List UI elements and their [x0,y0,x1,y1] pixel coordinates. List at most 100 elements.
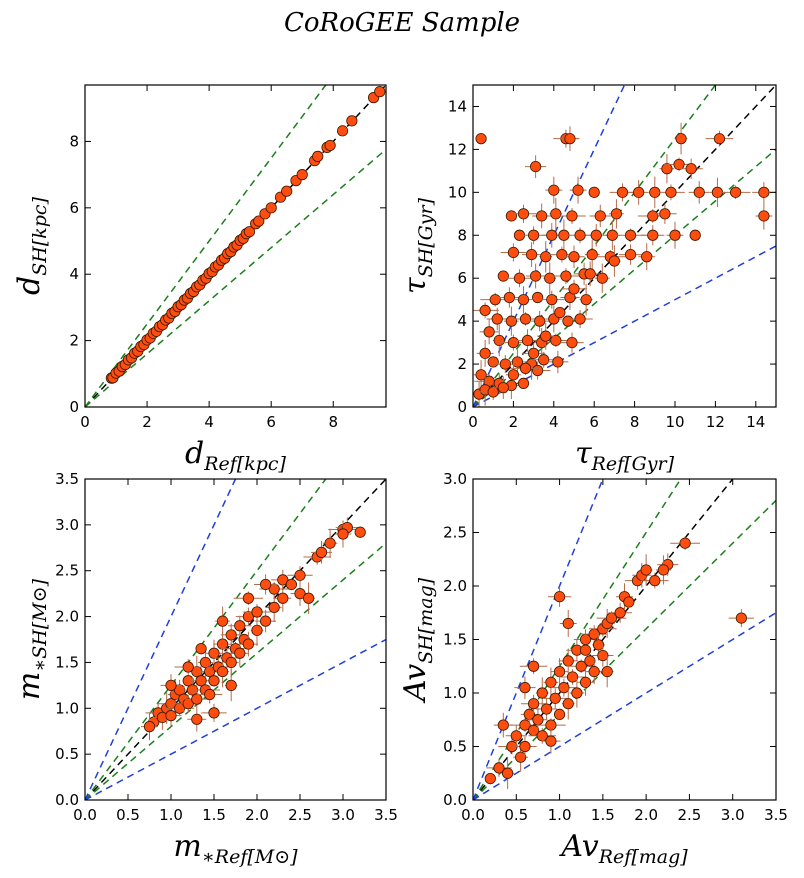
data-marker [661,163,673,175]
data-point-20 [208,675,220,687]
y-tick-label: 1.5 [55,653,79,671]
data-point-53 [600,655,614,688]
reference-line-inner-1 [473,479,682,800]
x-tick-label: 1.0 [159,806,183,824]
data-point-49 [334,520,352,548]
data-marker [204,665,216,678]
data-point-55 [312,150,324,162]
data-marker [616,186,629,198]
data-marker [519,740,531,753]
data-point-50 [579,644,592,656]
data-marker [633,186,645,198]
y-tick-label: 4 [69,265,79,283]
data-marker [568,251,580,263]
data-marker [640,564,652,576]
data-marker [647,229,659,241]
data-point-54 [552,268,580,284]
data-marker [556,248,568,261]
x-axis-label: τRef[Gyr] [575,436,675,475]
data-point-52 [541,728,561,754]
data-point-68 [527,310,552,332]
data-point-85 [547,350,569,374]
data-point-79 [476,339,494,367]
data-point-30 [584,655,596,667]
data-point-7 [164,701,195,716]
data-marker [251,624,263,636]
data-marker [234,620,246,632]
data-point-51 [506,269,533,288]
data-marker [530,160,542,173]
data-point-45 [243,226,256,238]
y-tick-label: 6 [69,199,79,217]
data-point-39 [666,221,684,249]
x-tick-label: 3.0 [721,806,745,824]
data-marker [225,679,237,691]
data-marker [499,358,511,370]
data-marker [566,336,578,349]
data-point-70 [562,315,574,327]
plot-area [85,479,386,800]
data-marker [550,334,562,347]
data-marker [354,526,366,538]
data-point-64 [473,302,499,319]
data-marker [679,537,691,549]
data-point-5 [525,155,547,178]
plot-background [473,479,776,800]
data-marker [268,601,280,614]
data-marker [540,251,552,263]
data-marker [588,665,600,678]
data-marker [281,185,293,197]
data-marker [479,347,491,359]
x-tick-label: 0 [80,413,90,431]
data-marker [579,644,592,656]
data-point-54 [174,659,202,675]
data-point-5 [505,724,527,748]
data-point-48 [618,244,643,265]
data-marker [530,270,542,282]
data-marker [182,661,194,673]
data-marker [562,315,574,327]
data-marker [572,184,584,196]
data-point-96 [505,360,521,390]
x-tick-label: 8 [328,413,338,431]
data-marker [545,719,557,731]
data-point-55 [160,674,182,697]
data-marker [217,638,229,650]
y-tick-label: 8 [69,132,79,150]
data-marker [346,115,358,127]
x-axis-label: dRef[kpc] [185,436,287,475]
data-point-4 [705,130,734,147]
data-marker [487,356,499,368]
data-point-25 [589,204,611,228]
data-marker [614,607,626,619]
x-tick-label: 2.5 [288,806,312,824]
data-point-20 [505,210,517,222]
data-marker [513,272,526,284]
data-marker [253,215,265,227]
data-point-45 [563,245,585,269]
data-marker [479,304,491,316]
data-marker [532,714,544,726]
data-marker [536,687,548,699]
data-point-102 [580,261,600,287]
data-point-5 [160,704,182,727]
data-marker [574,313,586,325]
data-point-25 [566,638,588,662]
data-marker [296,169,308,181]
data-marker [243,226,256,238]
data-point-65 [486,307,508,331]
data-marker [669,229,681,241]
data-point-9 [569,176,587,204]
data-point-11 [520,694,547,713]
data-point-41 [500,243,527,262]
data-point-61 [539,290,565,309]
data-marker [536,210,548,222]
data-point-19 [205,639,223,667]
data-point-100 [554,306,566,319]
data-marker [532,291,544,304]
data-marker [552,356,564,368]
data-marker [665,186,677,198]
data-point-51 [201,703,227,722]
x-tick-label: 1.5 [202,806,226,824]
data-point-98 [521,343,546,364]
